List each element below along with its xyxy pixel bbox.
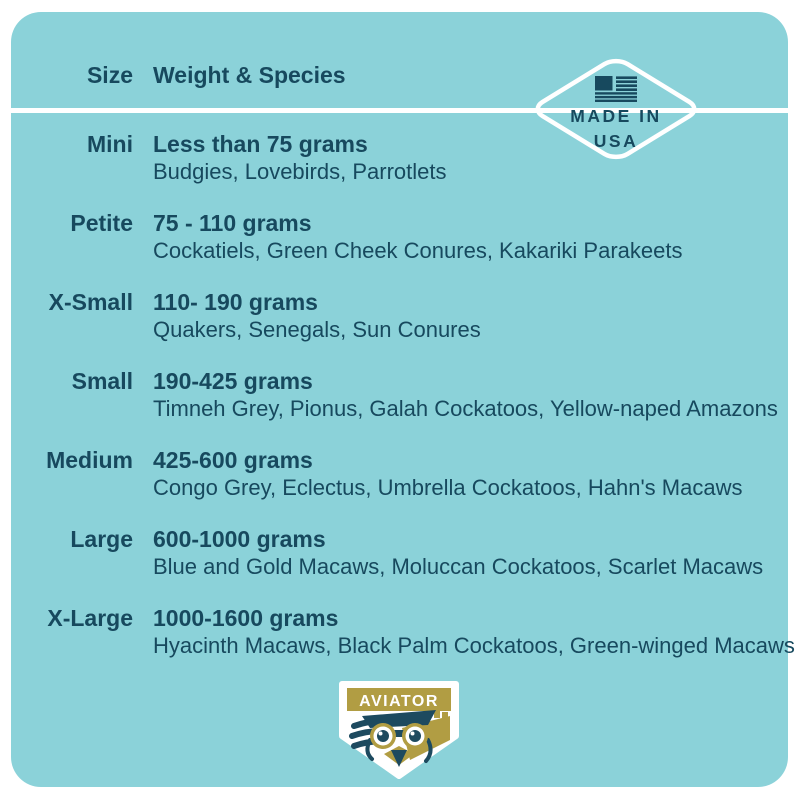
table-row: X-Large 1000-1600 grams Hyacinth Macaws,… xyxy=(0,604,800,660)
row-details: 190-425 grams Timneh Grey, Pionus, Galah… xyxy=(153,367,800,423)
sizing-chart-card xyxy=(11,12,788,787)
diamond-outline xyxy=(531,57,701,161)
row-details: 600-1000 grams Blue and Gold Macaws, Mol… xyxy=(153,525,800,581)
weight-range: 110- 190 grams xyxy=(153,289,318,315)
species-list: Hyacinth Macaws, Black Palm Cockatoos, G… xyxy=(153,633,795,658)
species-list: Congo Grey, Eclectus, Umbrella Cockatoos… xyxy=(153,475,743,500)
size-label: Medium xyxy=(46,447,133,473)
table-row: Large 600-1000 grams Blue and Gold Macaw… xyxy=(0,525,800,581)
size-label: X-Large xyxy=(47,605,133,631)
table-row: Mini Less than 75 grams Budgies, Lovebir… xyxy=(0,130,800,186)
species-list: Quakers, Senegals, Sun Conures xyxy=(153,317,481,342)
weight-range: 75 - 110 grams xyxy=(153,210,312,236)
size-label: Small xyxy=(71,368,133,394)
weight-range: 190-425 grams xyxy=(153,368,313,394)
species-list: Budgies, Lovebirds, Parrotlets xyxy=(153,159,447,184)
row-details: Less than 75 grams Budgies, Lovebirds, P… xyxy=(153,130,800,186)
size-table: Mini Less than 75 grams Budgies, Lovebir… xyxy=(0,130,800,683)
aviator-brand-logo: AVIATOR xyxy=(339,681,459,779)
header-divider-line xyxy=(0,108,800,113)
size-label: X-Small xyxy=(48,289,133,315)
table-row: Petite 75 - 110 grams Cockatiels, Green … xyxy=(0,209,800,265)
row-details: 110- 190 grams Quakers, Senegals, Sun Co… xyxy=(153,288,800,344)
owl-with-aviator-goggles-icon xyxy=(349,710,450,767)
species-list: Blue and Gold Macaws, Moluccan Cockatoos… xyxy=(153,554,764,579)
usa-text: USA xyxy=(594,131,638,151)
table-row: X-Small 110- 190 grams Quakers, Senegals… xyxy=(0,288,800,344)
column-header-weight-species: Weight & Species xyxy=(153,62,346,88)
brand-name-text: AVIATOR xyxy=(359,693,439,710)
table-row: Small 190-425 grams Timneh Grey, Pionus,… xyxy=(0,367,800,423)
column-header-size: Size xyxy=(86,62,133,88)
table-row: Medium 425-600 grams Congo Grey, Eclectu… xyxy=(0,446,800,502)
made-in-usa-badge: MADE IN USA xyxy=(520,46,714,174)
row-details: 425-600 grams Congo Grey, Eclectus, Umbr… xyxy=(153,446,800,502)
row-details: 75 - 110 grams Cockatiels, Green Cheek C… xyxy=(153,209,800,265)
weight-range: 1000-1600 grams xyxy=(153,605,339,631)
table-header-row: Size Weight & Species xyxy=(0,61,800,89)
species-list: Cockatiels, Green Cheek Conures, Kakarik… xyxy=(153,238,683,263)
logo-gold-band xyxy=(347,688,451,711)
size-label: Petite xyxy=(70,210,133,236)
row-details: 1000-1600 grams Hyacinth Macaws, Black P… xyxy=(153,604,800,660)
weight-range: Less than 75 grams xyxy=(153,131,368,157)
weight-range: 425-600 grams xyxy=(153,447,313,473)
size-label: Mini xyxy=(87,131,133,157)
us-flag-icon xyxy=(595,76,637,102)
weight-range: 600-1000 grams xyxy=(153,526,326,552)
size-label: Large xyxy=(70,526,133,552)
species-list: Timneh Grey, Pionus, Galah Cockatoos, Ye… xyxy=(153,396,778,421)
made-in-text: MADE IN xyxy=(570,106,661,126)
